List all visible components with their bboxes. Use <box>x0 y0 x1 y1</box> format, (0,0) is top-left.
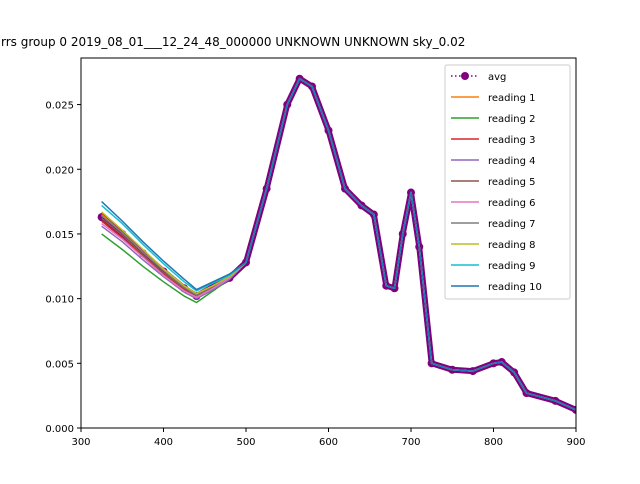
series-line <box>101 77 576 411</box>
x-tick-label: 700 <box>401 437 420 448</box>
legend-label: reading 4 <box>488 156 536 167</box>
legend-label: reading 7 <box>488 219 536 230</box>
y-tick-label: 0.025 <box>45 101 74 112</box>
legend-label: reading 3 <box>488 135 536 146</box>
x-tick-label: 800 <box>484 437 503 448</box>
y-tick-label: 0.005 <box>45 359 74 370</box>
legend-label: reading 9 <box>488 261 536 272</box>
y-tick-label: 0.015 <box>45 230 74 241</box>
legend-label: avg <box>488 72 506 83</box>
y-tick-label: 0.010 <box>45 295 74 306</box>
x-tick-label: 400 <box>154 437 173 448</box>
legend-label: reading 2 <box>488 114 536 125</box>
axes-frame <box>80 57 577 429</box>
chart-title: rrs group 0 2019_08_01___12_24_48_000000… <box>1 35 465 49</box>
x-tick-label: 600 <box>319 437 338 448</box>
y-tick-label: 0.020 <box>45 165 74 176</box>
legend-label: reading 6 <box>488 198 536 209</box>
x-tick-label: 900 <box>566 437 585 448</box>
legend-label: reading 8 <box>488 240 536 251</box>
x-tick-label: 500 <box>236 437 255 448</box>
legend-marker <box>461 72 469 80</box>
legend-label: reading 10 <box>488 282 542 293</box>
y-tick-label: 0.000 <box>45 424 74 435</box>
legend-box <box>444 64 571 300</box>
legend-label: reading 1 <box>488 93 536 104</box>
legend-label: reading 5 <box>488 177 536 188</box>
plot-area <box>97 74 576 414</box>
x-tick-label: 300 <box>71 437 90 448</box>
